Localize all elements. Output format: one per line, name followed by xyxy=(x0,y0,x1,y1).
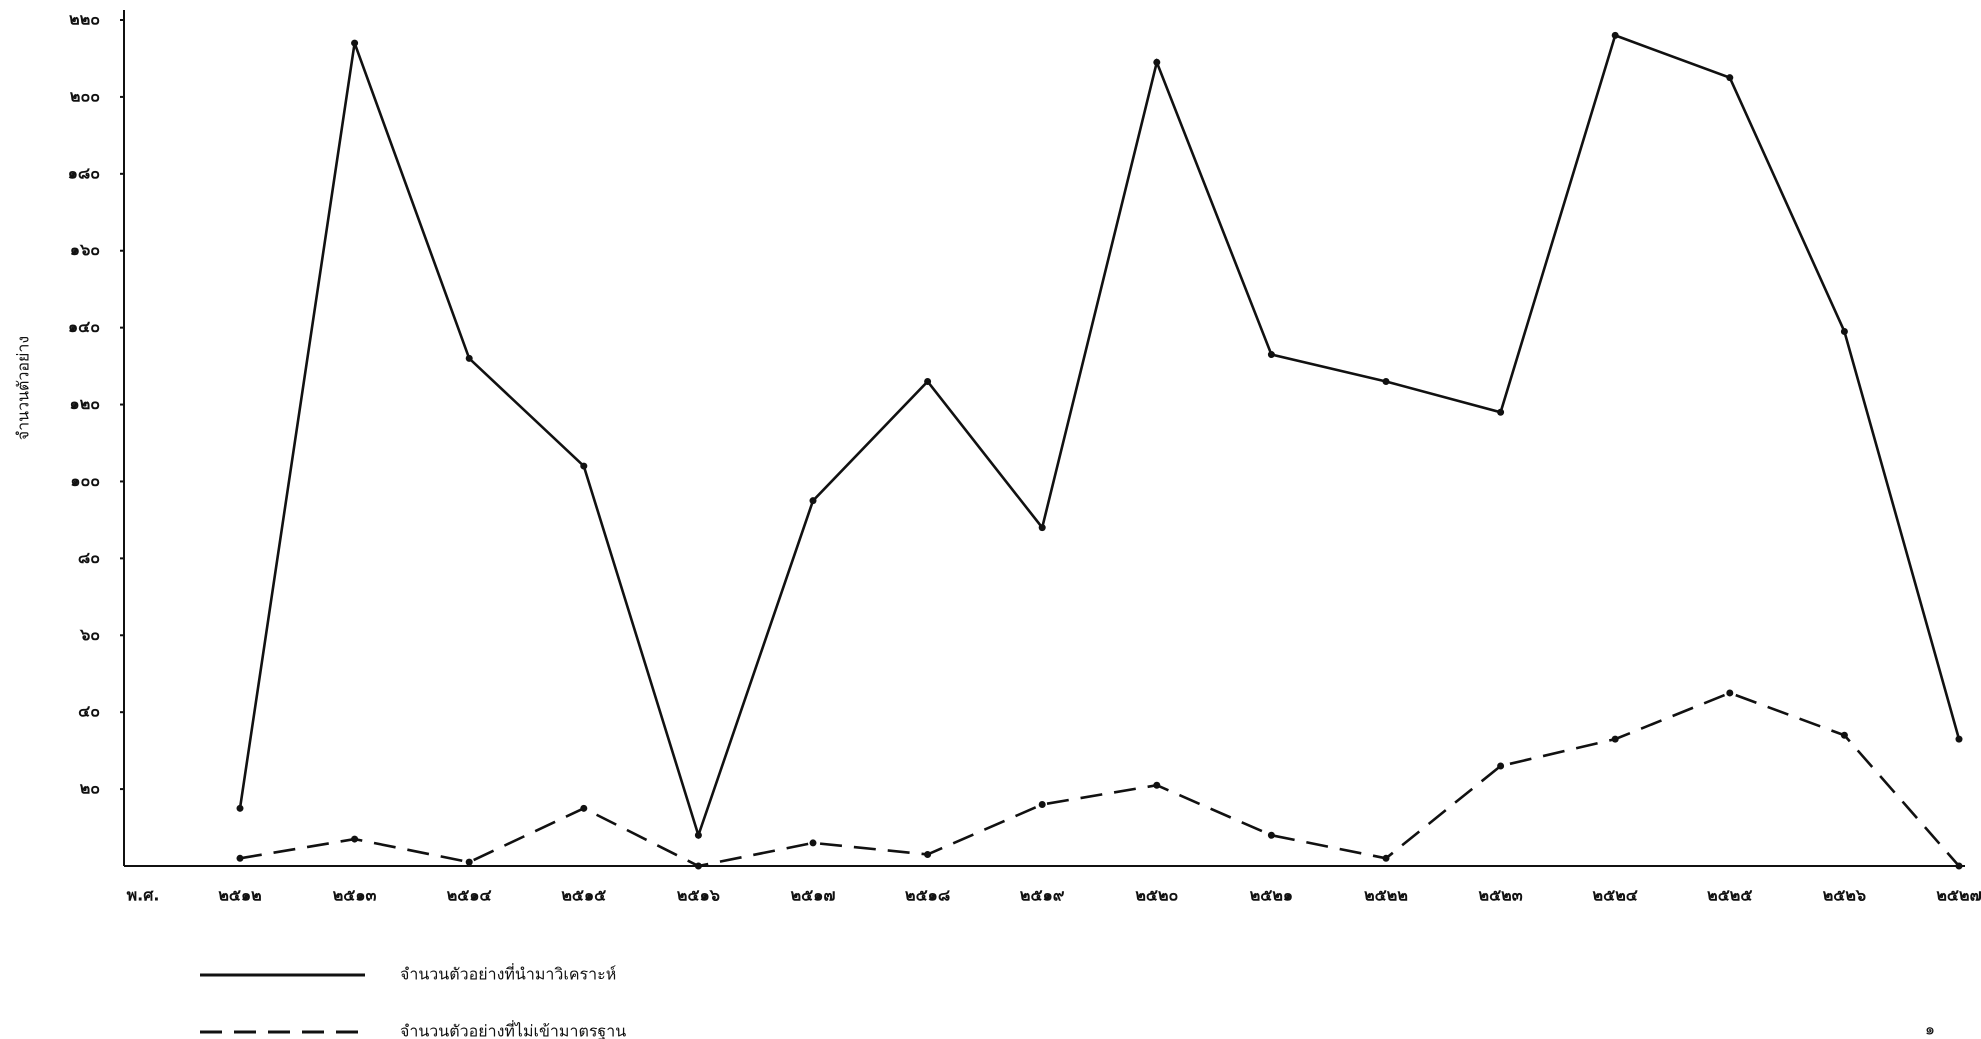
y-tick-label: ๒๐ xyxy=(80,779,100,798)
x-tick-label: ๒๕๑๙ xyxy=(1020,886,1065,905)
x-axis-title: พ.ศ. xyxy=(127,886,160,905)
x-tick-label: ๒๕๒๐ xyxy=(1135,886,1178,905)
point xyxy=(1267,351,1275,359)
point xyxy=(1153,58,1161,66)
point xyxy=(1840,327,1848,335)
legend-label: จำนวนตัวอย่างที่นำมาวิเคราะห์ xyxy=(400,963,616,984)
y-tick-label: ๑๐๐ xyxy=(70,471,100,490)
x-tick-label: ๒๕๒๕ xyxy=(1707,886,1752,905)
x-tick-label: ๒๕๒๓ xyxy=(1479,886,1523,905)
point xyxy=(1038,524,1046,532)
page-number: ๑ xyxy=(1925,1020,1935,1039)
x-tick-label: ๒๕๒๖ xyxy=(1823,886,1866,905)
point xyxy=(1955,735,1963,743)
x-tick-label: ๒๕๑๒ xyxy=(218,886,261,905)
x-tick-label: ๒๕๒๑ xyxy=(1250,886,1293,905)
point xyxy=(694,862,702,870)
x-tick-label: ๒๕๒๒ xyxy=(1364,886,1408,905)
x-tick-label: ๒๕๑๗ xyxy=(791,886,836,905)
x-tick-label: ๒๕๒๗ xyxy=(1936,886,1981,905)
point xyxy=(924,377,932,385)
point xyxy=(580,462,588,470)
y-axis-title: จำนวนตัวอย่าง xyxy=(14,336,33,440)
y-tick-label: ๑๘๐ xyxy=(68,163,100,182)
y-tick-label: ๔๐ xyxy=(78,702,100,721)
point xyxy=(1726,689,1734,697)
x-tick-label: ๒๕๑๖ xyxy=(677,886,720,905)
point xyxy=(1726,74,1734,82)
point xyxy=(465,354,473,362)
point xyxy=(1153,781,1161,789)
y-tick-label: ๘๐ xyxy=(78,548,100,567)
point xyxy=(694,831,702,839)
point xyxy=(1382,854,1390,862)
y-tick-label: ๖๐ xyxy=(79,625,100,644)
x-tick-label: ๒๕๑๓ xyxy=(333,886,377,905)
x-tick-label: ๒๕๒๔ xyxy=(1593,886,1638,905)
y-tick-label: ๑๖๐ xyxy=(70,240,100,259)
y-tick-label: ๒๐๐ xyxy=(70,86,100,105)
point xyxy=(1955,862,1963,870)
point xyxy=(465,858,473,866)
point xyxy=(351,39,359,47)
point xyxy=(1497,762,1505,770)
y-tick-label: ๑๒๐ xyxy=(70,394,100,413)
series-line xyxy=(239,691,1960,868)
point xyxy=(1497,408,1505,416)
y-tick-label: ๑๔๐ xyxy=(68,317,100,336)
point xyxy=(1382,377,1390,385)
point xyxy=(351,835,359,843)
point xyxy=(1611,31,1619,39)
x-tick-label: ๒๕๑๘ xyxy=(905,886,950,905)
point xyxy=(809,839,817,847)
point xyxy=(1840,731,1848,739)
y-tick-label: ๒๒๐ xyxy=(69,10,100,29)
x-tick-label: ๒๕๑๕ xyxy=(561,886,606,905)
series-line xyxy=(238,33,1961,840)
point xyxy=(236,804,244,812)
point xyxy=(1267,831,1275,839)
point xyxy=(1611,735,1619,743)
point xyxy=(809,497,817,505)
point xyxy=(236,854,244,862)
point xyxy=(1038,800,1046,808)
legend-label: จำนวนตัวอย่างที่ไม่เข้ามาตรฐาน xyxy=(400,1020,626,1039)
x-tick-label: ๒๕๑๔ xyxy=(447,886,492,905)
point xyxy=(580,804,588,812)
point xyxy=(924,850,932,858)
